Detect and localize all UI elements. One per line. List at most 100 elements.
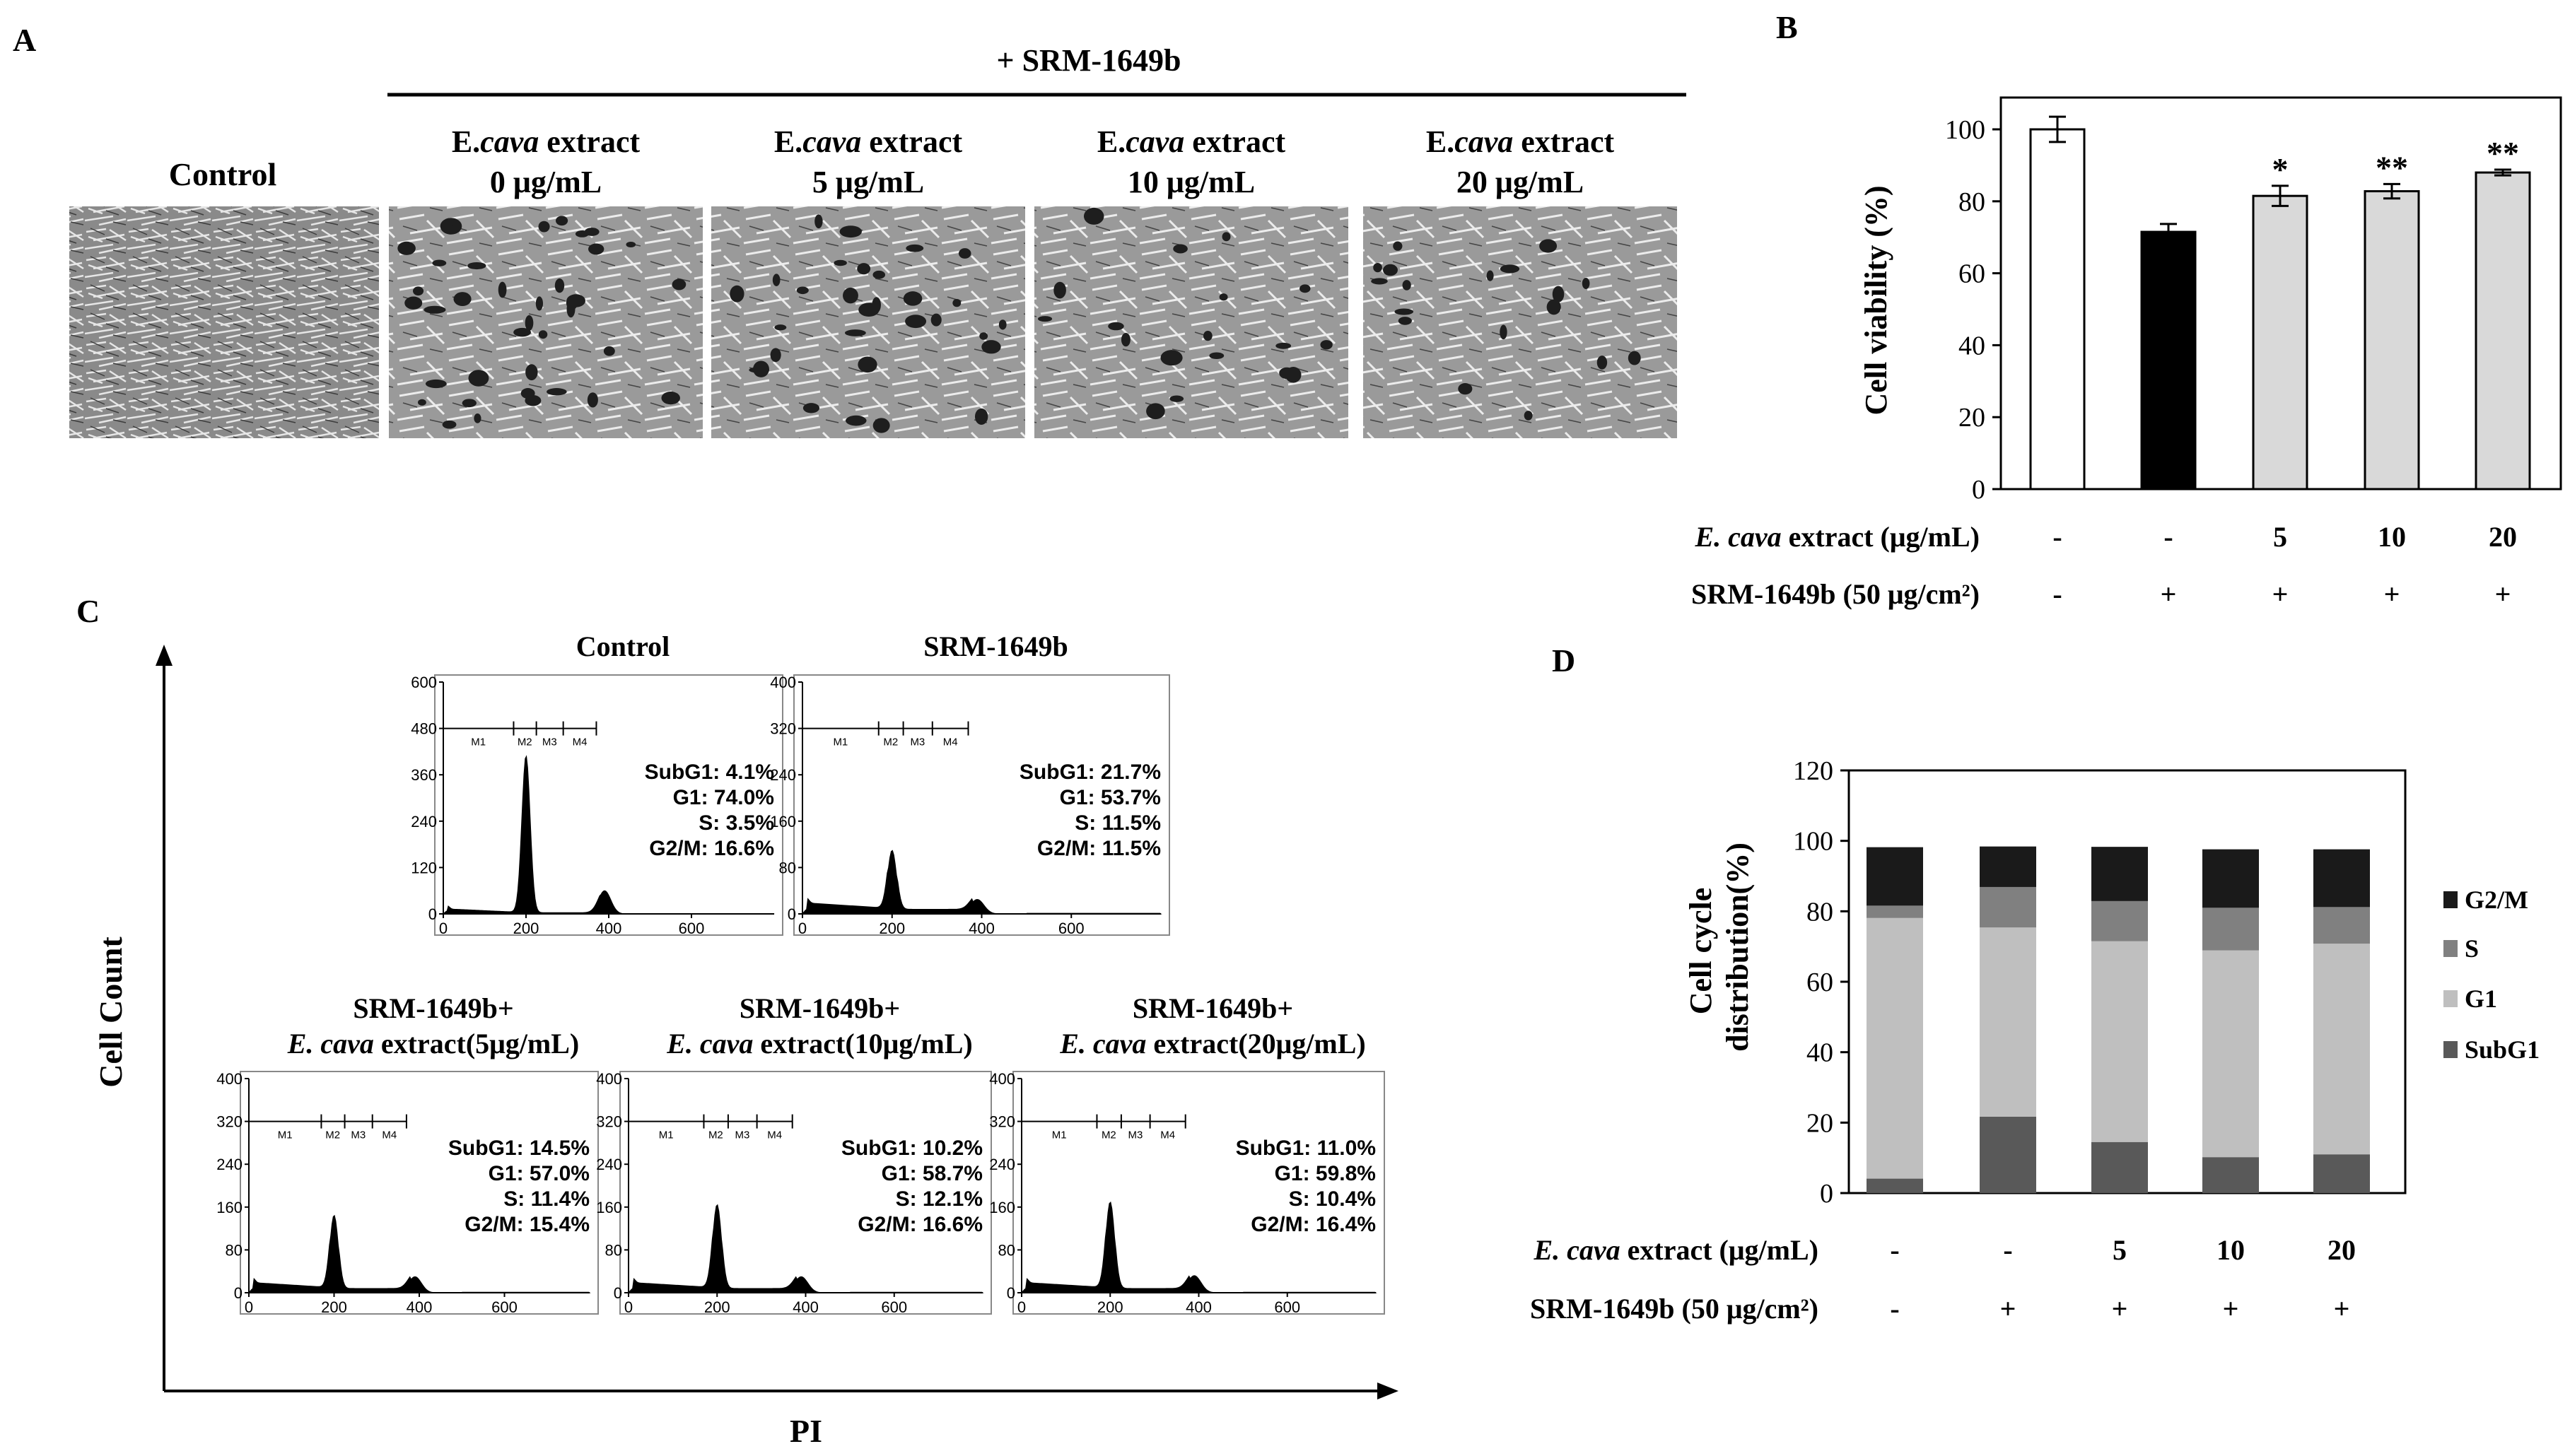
histogram-trace xyxy=(248,1214,591,1293)
bar-segment-g1 xyxy=(2091,941,2148,1142)
y-tick-label: 20 xyxy=(1806,1108,1833,1138)
treatment-srm-value: - xyxy=(1890,1293,1899,1325)
histogram-frame xyxy=(240,1071,599,1315)
particle-aggregate xyxy=(661,391,680,405)
histogram-y-tick-label: 0 xyxy=(234,1284,243,1302)
micrograph-label-line2: 10 μg/mL xyxy=(1128,165,1255,199)
particle-aggregate xyxy=(1275,342,1292,349)
particle-aggregate xyxy=(1383,264,1398,276)
histogram-5: SRM-1649b+ E. cava extract(20μg/mL) 0 80 160… xyxy=(989,992,1385,1316)
bar-viability xyxy=(2475,171,2531,491)
particle-aggregate xyxy=(903,291,923,306)
histogram-y-tick-label: 240 xyxy=(216,1156,243,1173)
particle-aggregate xyxy=(467,262,486,270)
particle-aggregate xyxy=(1203,331,1213,341)
histogram-1: Control 0 120 240 360 480 600 0 200 400 600 M1 M2 M3 M… xyxy=(411,630,783,937)
histogram-y-tick-label: 0 xyxy=(788,905,796,923)
panel-d-row1-label: E. cava extract (μg/mL) xyxy=(1533,1234,1818,1266)
histogram-trace xyxy=(628,1204,984,1293)
histogram-frame xyxy=(619,1071,992,1315)
panel-d: D Cell cycle distribution(%) 0 20 40 60 80 10… xyxy=(1530,642,2540,1325)
significance-mark: * xyxy=(2272,151,2289,187)
histogram-subtitle: E. cava extract(10μg/mL) xyxy=(666,1028,973,1059)
particle-aggregate xyxy=(1108,322,1124,331)
cell-cycle-stat: G2/M: 16.6% xyxy=(858,1213,983,1236)
marker-gate-label: M4 xyxy=(382,1129,397,1141)
particle-aggregate xyxy=(588,243,604,255)
particle-aggregate xyxy=(1121,332,1131,347)
histogram-x-tick-label: 200 xyxy=(321,1298,347,1316)
cell-cycle-stat: G2/M: 16.6% xyxy=(649,837,774,860)
particle-aggregate xyxy=(958,248,971,259)
histogram-y-tick-label: 240 xyxy=(989,1156,1015,1173)
particle-aggregate xyxy=(404,296,423,310)
histogram-y-tick-label: 600 xyxy=(411,674,437,691)
bar-viability xyxy=(2029,128,2086,491)
histogram-y-tick-label: 320 xyxy=(989,1113,1015,1131)
particle-aggregate xyxy=(1393,241,1403,251)
histogram-trace xyxy=(443,755,775,915)
y-tick-label: 0 xyxy=(1972,475,1985,505)
cell-cycle-stat: G2/M: 11.5% xyxy=(1037,837,1161,860)
cell-cycle-stat: S: 11.5% xyxy=(1075,811,1161,835)
histogram-trace xyxy=(1021,1201,1377,1293)
particle-aggregate xyxy=(525,315,534,331)
bar-segment-s xyxy=(1867,905,1923,918)
legend-label: G2/M xyxy=(2465,886,2528,914)
cell-cycle-stat: G1: 59.8% xyxy=(1275,1162,1376,1185)
particle-aggregate xyxy=(626,241,636,248)
histogram-y-tick-label: 240 xyxy=(596,1156,622,1173)
marker-gate-label: M3 xyxy=(542,736,557,748)
particle-aggregate xyxy=(730,285,744,303)
histogram-y-tick-label: 80 xyxy=(998,1241,1015,1259)
histogram-y-tick-label: 400 xyxy=(596,1070,622,1088)
panel-c-y-arrow xyxy=(156,645,173,666)
micrograph-image xyxy=(1034,206,1348,438)
bar-segment-s xyxy=(2313,907,2370,944)
cell-cycle-stat: G2/M: 16.4% xyxy=(1251,1213,1376,1236)
histogram-y-tick-label: 480 xyxy=(411,720,437,738)
treatment-srm-value: + xyxy=(2000,1293,2016,1325)
particle-aggregate xyxy=(1371,278,1388,285)
histogram-y-tick-label: 0 xyxy=(1007,1284,1015,1302)
micrograph-block-2: E.cava extract 5 μg/mL xyxy=(711,124,1025,438)
panel-a: A + SRM-1649b Control E.cava extract 0 μg… xyxy=(13,22,1686,438)
particle-aggregate xyxy=(872,418,890,433)
y-tick-label: 60 xyxy=(1806,968,1833,997)
particle-aggregate xyxy=(554,278,565,293)
histogram-x-tick-label: 400 xyxy=(793,1298,819,1316)
histogram-x-tick-label: 200 xyxy=(513,920,539,937)
particle-aggregate xyxy=(844,329,866,336)
marker-gate-label: M1 xyxy=(278,1129,293,1141)
legend-label: SubG1 xyxy=(2465,1035,2540,1064)
legend-label: S xyxy=(2465,934,2479,963)
y-tick-label: 120 xyxy=(1793,756,1833,786)
bar-viability xyxy=(2140,230,2197,491)
cell-cycle-stat: S: 12.1% xyxy=(896,1187,983,1211)
histogram-x-tick-label: 400 xyxy=(596,920,622,937)
micrograph-block-1: E.cava extract 0 μg/mL xyxy=(389,124,703,438)
particle-aggregate xyxy=(998,319,1007,330)
particle-aggregate xyxy=(1398,317,1412,325)
histogram-x-tick-label: 200 xyxy=(879,920,905,937)
legend-swatch xyxy=(2443,990,2458,1007)
micrograph-label-line2: 0 μg/mL xyxy=(490,165,602,199)
particle-aggregate xyxy=(770,348,781,363)
particle-aggregate xyxy=(432,259,447,266)
histogram-y-tick-label: 240 xyxy=(411,813,437,830)
bar-segment-s xyxy=(2202,908,2259,951)
particle-aggregate xyxy=(587,392,598,408)
micrograph-control xyxy=(69,206,379,438)
histogram-x-tick-label: 0 xyxy=(245,1298,253,1316)
bar-segment-g1 xyxy=(1980,927,2036,1117)
y-tick-label: 60 xyxy=(1958,259,1985,289)
particle-aggregate xyxy=(1222,232,1231,242)
treatment-extract-value: - xyxy=(2003,1234,2012,1266)
micrograph-image xyxy=(1363,206,1677,438)
histogram-title: SRM-1649b+ xyxy=(740,992,900,1024)
particle-aggregate xyxy=(547,388,567,396)
histogram-y-tick-label: 400 xyxy=(216,1070,243,1088)
cell-cycle-stat: G1: 74.0% xyxy=(673,786,774,809)
cell-cycle-stat: S: 11.4% xyxy=(503,1187,590,1211)
bar-segment-subg1 xyxy=(2202,1157,2259,1193)
